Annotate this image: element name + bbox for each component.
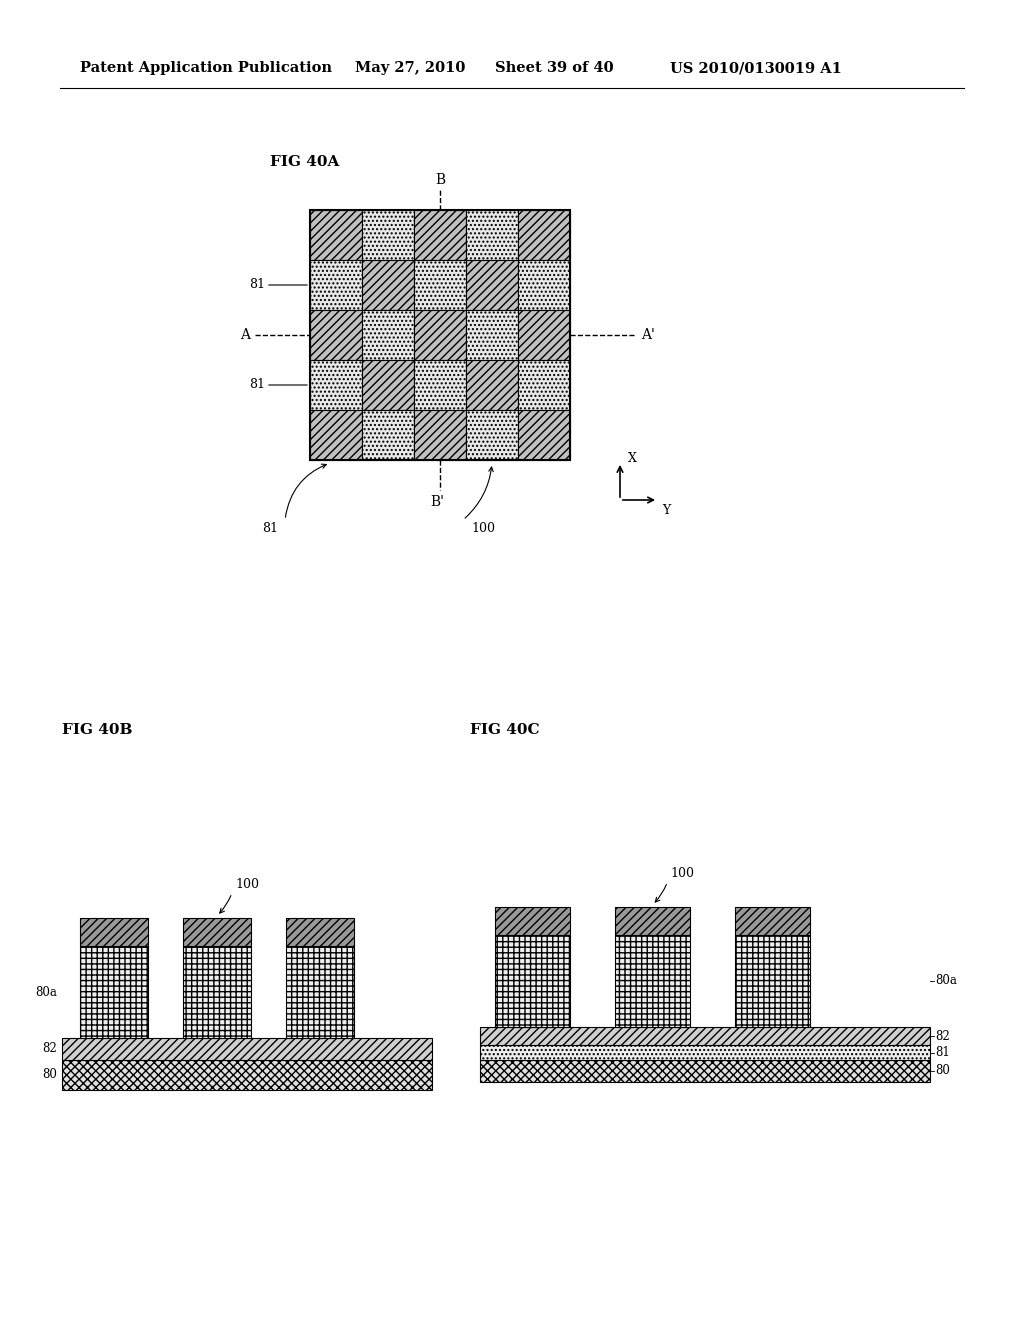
Bar <box>518 310 570 360</box>
Text: A': A' <box>641 327 655 342</box>
Text: 80a: 80a <box>935 974 956 987</box>
FancyArrowPatch shape <box>220 895 231 913</box>
Bar <box>310 310 362 360</box>
Bar <box>414 260 466 310</box>
Text: FIG 40C: FIG 40C <box>470 723 540 737</box>
Bar <box>310 260 362 310</box>
Bar <box>495 907 570 935</box>
Text: 82: 82 <box>42 1043 57 1056</box>
Bar <box>310 411 362 459</box>
Bar <box>414 210 466 260</box>
Text: 80: 80 <box>935 1064 950 1077</box>
Text: Sheet 39 of 40: Sheet 39 of 40 <box>495 61 613 75</box>
Bar <box>362 411 414 459</box>
Bar <box>480 1060 930 1082</box>
Text: B: B <box>435 173 445 187</box>
Text: 100: 100 <box>234 878 259 891</box>
Text: FIG 40A: FIG 40A <box>270 154 339 169</box>
Bar <box>80 917 148 946</box>
Text: 81: 81 <box>249 379 265 392</box>
Bar <box>362 210 414 260</box>
Text: X: X <box>628 451 637 465</box>
Bar <box>286 946 354 1038</box>
Bar <box>480 1027 930 1045</box>
Bar <box>414 360 466 411</box>
Bar <box>480 1045 930 1060</box>
Text: FIG 40B: FIG 40B <box>62 723 132 737</box>
Bar <box>466 260 518 310</box>
Text: 100: 100 <box>671 867 694 880</box>
Bar <box>183 917 251 946</box>
Text: 100: 100 <box>471 521 495 535</box>
Bar <box>362 360 414 411</box>
Bar <box>466 411 518 459</box>
Text: A: A <box>240 327 250 342</box>
Bar <box>466 210 518 260</box>
Bar <box>466 360 518 411</box>
Bar <box>362 260 414 310</box>
Bar <box>414 411 466 459</box>
Text: US 2010/0130019 A1: US 2010/0130019 A1 <box>670 61 842 75</box>
Text: 81: 81 <box>249 279 265 292</box>
Bar <box>518 360 570 411</box>
Bar <box>362 310 414 360</box>
Text: 80a: 80a <box>35 986 57 998</box>
Bar <box>518 411 570 459</box>
Bar <box>466 310 518 360</box>
Text: 81: 81 <box>935 1045 949 1059</box>
Text: B': B' <box>430 495 444 510</box>
Bar <box>735 935 810 1027</box>
Bar <box>615 935 690 1027</box>
Bar <box>414 310 466 360</box>
Bar <box>286 917 354 946</box>
Text: Patent Application Publication: Patent Application Publication <box>80 61 332 75</box>
Bar <box>735 907 810 935</box>
Bar <box>183 946 251 1038</box>
Bar <box>62 1060 432 1090</box>
Bar <box>615 907 690 935</box>
FancyArrowPatch shape <box>286 465 327 517</box>
FancyArrowPatch shape <box>465 467 494 519</box>
Bar <box>310 210 570 459</box>
FancyArrowPatch shape <box>655 884 667 902</box>
Text: May 27, 2010: May 27, 2010 <box>355 61 465 75</box>
Text: 80: 80 <box>42 1068 57 1081</box>
Bar <box>80 946 148 1038</box>
Text: 81: 81 <box>262 521 278 535</box>
Text: Y: Y <box>662 503 671 516</box>
Bar <box>310 210 362 260</box>
Bar <box>495 935 570 1027</box>
Bar <box>518 210 570 260</box>
Text: 82: 82 <box>935 1030 949 1043</box>
Bar <box>518 260 570 310</box>
Bar <box>310 360 362 411</box>
Bar <box>62 1038 432 1060</box>
